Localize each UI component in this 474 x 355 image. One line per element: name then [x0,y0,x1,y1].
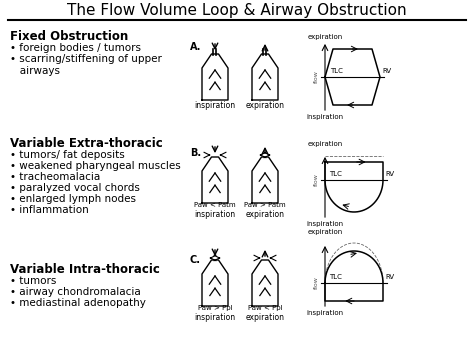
Text: expiration: expiration [307,141,343,147]
Text: • foreign bodies / tumors: • foreign bodies / tumors [10,43,141,53]
Text: • tumors/ fat deposits: • tumors/ fat deposits [10,150,125,160]
Text: flow: flow [313,174,319,186]
Text: • inflammation: • inflammation [10,205,89,215]
Text: • weakened pharyngeal muscles: • weakened pharyngeal muscles [10,161,181,171]
Text: Paw < Ppl: Paw < Ppl [248,305,283,311]
Text: inspiration: inspiration [306,221,344,227]
Text: inspiration: inspiration [194,313,236,322]
Text: expiration: expiration [307,229,343,235]
Text: • scarring/stiffening of upper
   airways: • scarring/stiffening of upper airways [10,54,162,76]
Text: RV: RV [382,68,391,74]
Text: inspiration: inspiration [194,101,236,110]
Text: Paw < Patm: Paw < Patm [194,202,236,208]
Text: Variable Intra-thoracic: Variable Intra-thoracic [10,263,160,276]
Text: • mediastinal adenopathy: • mediastinal adenopathy [10,298,146,308]
Text: • paralyzed vocal chords: • paralyzed vocal chords [10,183,140,193]
Text: inspiration: inspiration [194,210,236,219]
Text: TLC: TLC [329,274,342,280]
Text: Variable Extra-thoracic: Variable Extra-thoracic [10,137,163,150]
Text: The Flow Volume Loop & Airway Obstruction: The Flow Volume Loop & Airway Obstructio… [67,3,407,18]
Text: RV: RV [385,274,394,280]
Text: • tracheomalacia: • tracheomalacia [10,172,100,182]
Text: inspiration: inspiration [306,310,344,316]
Text: flow: flow [313,277,319,289]
Text: Fixed Obstruction: Fixed Obstruction [10,30,128,43]
Text: A.: A. [190,42,201,52]
Text: • enlarged lymph nodes: • enlarged lymph nodes [10,194,136,204]
Text: C.: C. [190,255,201,265]
Text: Paw > Ppl: Paw > Ppl [198,305,232,311]
Text: TLC: TLC [330,68,343,74]
Text: inspiration: inspiration [306,114,344,120]
Text: expiration: expiration [246,210,284,219]
Text: RV: RV [385,171,394,177]
Text: flow: flow [313,71,319,83]
Text: expiration: expiration [246,313,284,322]
Text: expiration: expiration [246,101,284,110]
Text: • tumors: • tumors [10,276,56,286]
Text: Paw > Patm: Paw > Patm [244,202,286,208]
Text: TLC: TLC [329,171,342,177]
Text: expiration: expiration [307,34,343,40]
Text: B.: B. [190,148,201,158]
Text: • airway chondromalacia: • airway chondromalacia [10,287,141,297]
